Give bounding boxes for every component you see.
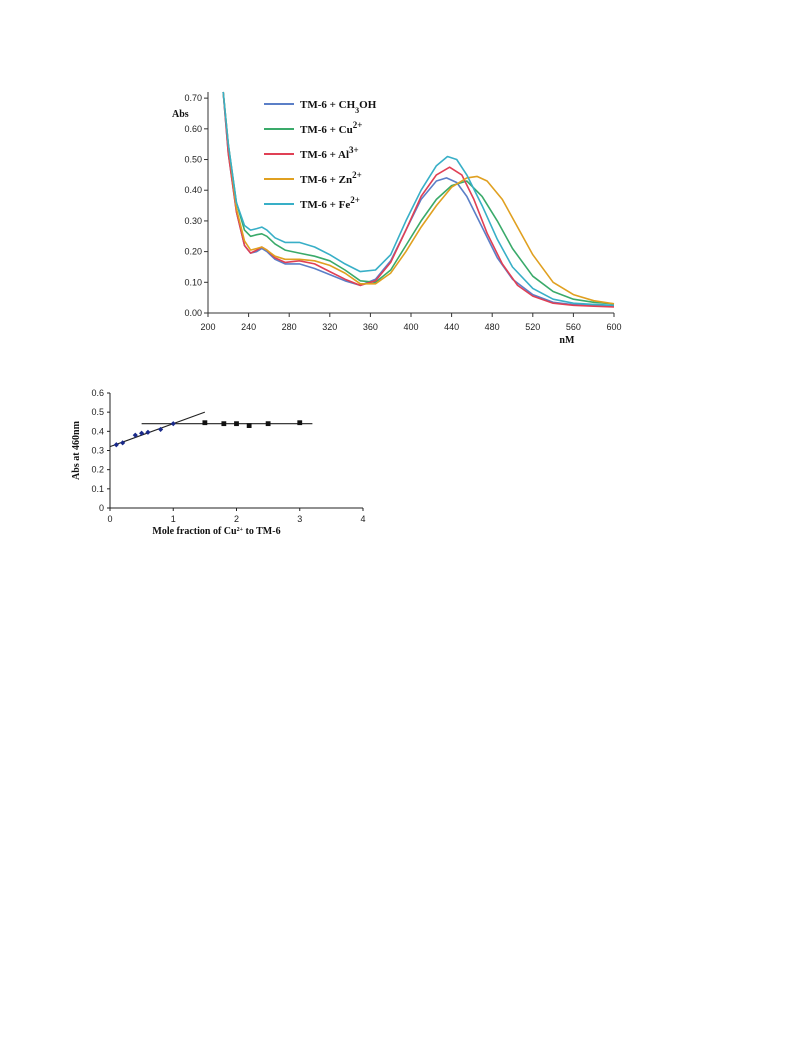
chart1-y-tick-label: 0.60 xyxy=(184,124,202,134)
chart1-x-tick-label: 480 xyxy=(485,322,500,332)
chart1-series-line-2 xyxy=(222,91,615,305)
chart1-x-tick-label: 280 xyxy=(282,322,297,332)
chart1-y-tick-label: 0.00 xyxy=(184,308,202,318)
chart2-point-diamond xyxy=(145,429,151,435)
chart1-legend-label-5: TM-6 + Fe2+ xyxy=(300,195,360,211)
chart1-x-tick-label: 400 xyxy=(403,322,418,332)
chart1-x-tick-label: 240 xyxy=(241,322,256,332)
chart1-x-tick-label: 200 xyxy=(200,322,215,332)
chart1-y-axis-label: Abs xyxy=(172,109,189,120)
chart1-series-line-3 xyxy=(222,91,615,308)
chart2-fit-line-1 xyxy=(109,411,206,448)
chart1-legend-label-1: TM-6 + CH3OH xyxy=(300,99,377,115)
chart2-x-tick-label: 1 xyxy=(171,514,176,524)
chart1-x-tick-label: 560 xyxy=(566,322,581,332)
chart2-y-axis-label: Abs at 460nm xyxy=(71,420,82,480)
chart1-y-tick-label: 0.40 xyxy=(184,185,202,195)
chart1-y-tick-label: 0.70 xyxy=(184,93,202,103)
chart1-y-tick-label: 0.30 xyxy=(184,216,202,226)
chart2-x-tick-label: 2 xyxy=(234,514,239,524)
chart2-y-tick-label: 0.2 xyxy=(91,465,104,475)
chart1-x-tick-label: 520 xyxy=(525,322,540,332)
chart1-x-tick-label: 320 xyxy=(322,322,337,332)
chart2-point-square xyxy=(246,423,252,428)
chart2-point-square xyxy=(202,420,208,426)
chart1-y-tick-label: 0.50 xyxy=(184,155,202,165)
chart2-x-tick-label: 0 xyxy=(107,514,112,524)
chart2-x-tick-label: 3 xyxy=(297,514,302,524)
chart1-x-tick-label: 440 xyxy=(444,322,459,332)
chart1-series-line-4 xyxy=(222,91,615,305)
chart2-y-tick-label: 0.4 xyxy=(91,426,104,436)
chart2-point-diamond xyxy=(170,421,176,427)
chart1-y-tick-label: 0.10 xyxy=(184,277,202,287)
chart2-y-tick-label: 0.6 xyxy=(91,388,104,398)
chart2-y-tick-label: 0.1 xyxy=(91,484,104,494)
chart2-point-diamond xyxy=(139,430,145,436)
chart1-y-tick-label: 0.20 xyxy=(184,247,202,257)
chart1-legend-label-4: TM-6 + Zn2+ xyxy=(300,170,362,186)
chart2-y-tick-label: 0.5 xyxy=(91,407,104,417)
chart1-x-tick-label: 360 xyxy=(363,322,378,332)
chart2-y-tick-label: 0.3 xyxy=(91,446,104,456)
chart1-series-line-5 xyxy=(222,91,615,307)
chart2-point-square xyxy=(221,421,227,427)
chart2-point-diamond xyxy=(132,432,138,438)
chart2-x-tick-label: 4 xyxy=(360,514,365,524)
chart1-legend-label-2: TM-6 + Cu2+ xyxy=(300,120,362,136)
chart2-point-diamond xyxy=(158,426,164,433)
chart2-point-square xyxy=(234,421,239,427)
chart2-x-axis-label: Mole fraction of Cu2+ to TM-6 xyxy=(152,526,280,537)
chart2-point-square xyxy=(265,421,271,427)
chart1-x-axis-label: nM xyxy=(559,335,575,346)
chart2-point-diamond xyxy=(113,442,119,448)
chart1-series-line-1 xyxy=(222,91,615,307)
chart1-x-tick-label: 600 xyxy=(606,322,621,332)
chart1-legend-label-3: TM-6 + Al3+ xyxy=(300,145,359,161)
chart2-y-tick-label: 0 xyxy=(99,503,104,513)
chart2-point-square xyxy=(297,420,303,426)
chart2-point-diamond xyxy=(120,440,126,446)
